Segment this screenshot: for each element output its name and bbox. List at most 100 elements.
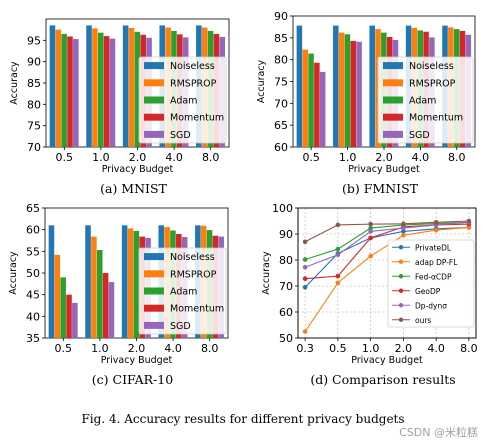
bar-noiseless-2.0 [369,25,375,147]
legend-swatch-noiseless [144,62,164,70]
point-adap-dp-fl-2.0 [401,233,406,238]
legend-swatch-momentum [144,304,164,312]
y-tick-label: 85 [274,32,288,45]
point-adap-dp-fl-0.3 [302,329,308,334]
x-tick-label: 8.0 [460,342,478,355]
legend-swatch-momentum [144,113,164,121]
legend-box [138,247,227,335]
x-tick-label: 0.5 [329,342,347,355]
y-tick-label: 60 [274,141,288,154]
point-ours-4.0 [433,220,439,225]
y-tick-label: 100 [272,202,293,215]
point-geodp-1.0 [368,235,373,241]
legend-label-momentum: Momentum [170,304,224,315]
point-ours-0.3 [302,239,308,245]
panel-caption: (b) FMNIST [342,181,419,196]
x-axis-label: Privacy Budget [348,164,420,175]
legend-swatch-adam [144,96,164,104]
point-privatedl-2.0 [401,229,406,234]
point-ours-1.0 [368,221,373,227]
y-tick-label: 50 [279,332,293,345]
y-tick-label: 55 [26,245,40,258]
point-fed-cdp-1.0 [368,225,373,231]
line-fed-cdp [304,221,469,261]
plot-frame-top [297,207,477,339]
point-ours-2.0 [401,221,406,227]
legend-marker-dp-dyn [398,303,404,308]
y-tick-label: 50 [26,267,40,280]
x-tick-label: 1.0 [339,151,357,164]
legend-swatch-rmsprop [144,270,164,278]
point-dp-dyn-0.3 [302,264,308,270]
point-privatedl-0.3 [302,285,308,290]
y-tick-label: 80 [274,54,288,67]
x-axis-label: Privacy Budget [101,355,173,366]
point-ours-0.5 [335,222,341,228]
line-adap-dp-fl [304,226,469,332]
legend: Noiseless RMSPROP Adam Momentum SGD [138,247,227,335]
watermark: CSDN @米粒糕 [399,425,478,439]
legend-swatch-noiseless [383,62,403,70]
bar-sgd-1.0 [356,41,362,147]
legend-label-dp-dyn: Dp-dynσ [415,301,447,310]
legend-marker-geodp [398,288,404,293]
legend-box [138,56,227,144]
y-tick-label: 75 [274,76,288,89]
legend-swatch-rmsprop [144,79,164,87]
y-tick-label: 90 [274,10,288,23]
chart-fmnist: 60 65 70 75 80 85 90 0.5 1.0 2.0 4.0 8.0 Privacy Bud… [256,10,476,196]
bar-noiseless-1.0 [333,25,339,147]
x-tick-label: 2.0 [129,151,147,164]
legend-label-noiseless: Noiseless [170,252,215,263]
point-fed-cdp-0.5 [335,246,341,252]
y-tick-label: 60 [279,306,293,319]
y-axis-label: Accuracy [261,251,272,295]
panel-caption: (c) CIFAR-10 [92,372,173,387]
bar-rmsprop-1.0 [91,236,97,338]
y-tick-label: 70 [27,141,41,154]
legend-marker-privatedl [398,245,404,250]
y-tick-label: 75 [27,120,41,133]
bar-sgd-0.5 [72,302,78,338]
y-tick-label: 70 [274,97,288,110]
bar-noiseless-2.0 [121,225,128,338]
legend-label-adam: Adam [170,287,197,298]
x-tick-label: 8.0 [201,342,219,355]
legend-label-ours: ours [415,316,431,325]
point-dp-dyn-1.0 [368,229,373,234]
legend-label-sgd: SGD [170,130,191,141]
legend-label-sgd: SGD [409,130,430,141]
legend-swatch-rmsprop [383,79,403,87]
legend-swatch-sgd [144,321,164,329]
bar-adam-1.0 [344,34,351,148]
x-tick-label: 2.0 [128,342,146,355]
line-privatedl [304,226,469,288]
legend-swatch-momentum [383,113,403,121]
bar-momentum-1.0 [102,273,109,338]
legend-box [377,56,474,144]
y-tick-label: 65 [26,202,40,215]
point-fed-cdp-0.3 [302,257,308,262]
y-tick-label: 90 [27,56,41,69]
bar-adam-2.0 [133,230,140,338]
bar-rmsprop-2.0 [128,27,135,147]
legend-marker-ours [398,317,404,322]
y-tick-label: 80 [27,98,41,111]
point-adap-dp-fl-1.0 [368,253,373,259]
bar-rmsprop-1.0 [338,32,345,147]
bar-noiseless-1.0 [86,25,92,147]
legend-label-adap-dp-fl: adap DP-FL [415,258,458,267]
chart-cifar10: 35 40 45 50 55 60 65 0.5 1.0 2.0 4.0 8.0 Privacy Bud… [8,202,229,387]
figure-caption: Fig. 4. Accuracy results for different p… [81,412,404,426]
bar-momentum-0.5 [314,62,320,148]
y-tick-label: 80 [279,254,293,267]
panel-caption: (d) Comparison results [310,372,455,387]
bar-adam-1.0 [97,32,104,147]
x-tick-label: 8.0 [448,151,466,164]
y-tick-label: 40 [26,310,40,323]
bar-momentum-0.5 [67,36,73,147]
point-geodp-0.3 [302,276,308,282]
bar-noiseless-1.0 [85,225,91,338]
y-tick-label: 95 [27,34,41,47]
